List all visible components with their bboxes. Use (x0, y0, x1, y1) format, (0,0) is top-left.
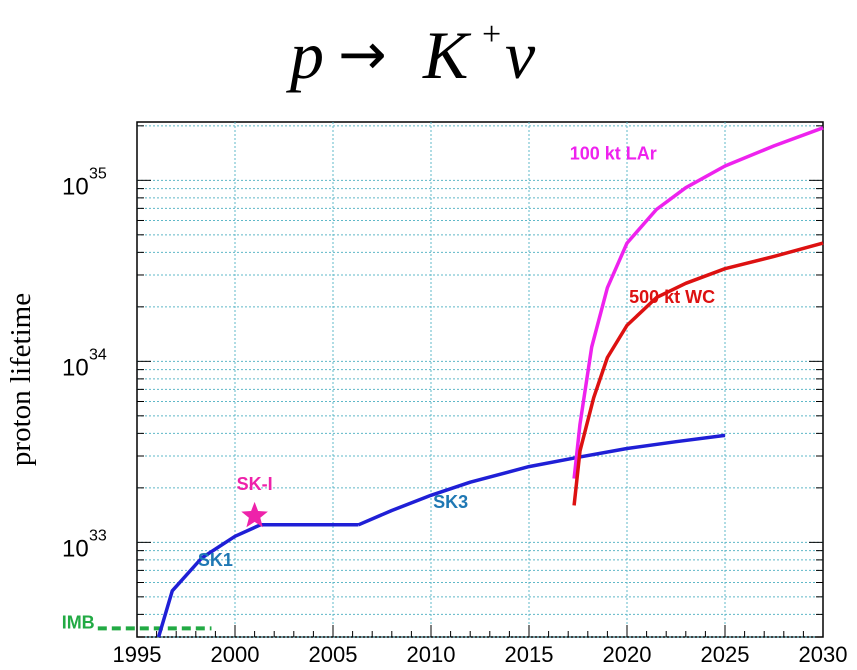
annotation-500-kt-wc: 500 kt WC (629, 287, 715, 307)
y-tick-label-base: 10 (62, 535, 89, 562)
x-tick-label: 2005 (309, 642, 358, 667)
series-line-sk1 (156, 523, 359, 638)
plot-frame (136, 121, 824, 638)
x-tick-label: 2020 (603, 642, 652, 667)
y-tick-label-exponent: 35 (89, 165, 107, 182)
series-line-100-kt-lar (572, 126, 824, 479)
title-arrow: → (338, 20, 387, 88)
x-tick-label: 2015 (505, 642, 554, 667)
y-tick-label-base: 10 (62, 173, 89, 200)
title-plus: + (482, 16, 501, 53)
x-tick-label: 1995 (113, 642, 162, 667)
annotation-sk-i: SK-I (237, 474, 273, 494)
y-axis-label: proton lifetime (5, 293, 37, 466)
title-nu: ν (505, 17, 536, 93)
sk-i-star-marker (241, 501, 268, 528)
annotation-100-kt-lar: 100 kt LAr (570, 144, 657, 164)
x-tick-label: 2000 (211, 642, 260, 667)
chart-title: p → K + ν (0, 0, 857, 110)
title-svg: p → K + ν (286, 16, 536, 93)
annotation-sk3: SK3 (433, 492, 468, 512)
series-line-500-kt-wc (572, 241, 824, 506)
series-line-sk3 (357, 433, 726, 527)
y-tick-label-exponent: 33 (89, 527, 107, 544)
title-p: p (286, 17, 324, 93)
x-tick-label: 2010 (407, 642, 456, 667)
annotation-imb: IMB (62, 612, 95, 632)
y-tick-label-base: 10 (62, 354, 89, 381)
annotation-sk1: SK1 (198, 550, 233, 570)
title-k: K (422, 17, 472, 93)
x-tick-label: 2025 (701, 642, 750, 667)
y-tick-label-exponent: 34 (89, 346, 107, 363)
x-tick-label: 2030 (799, 642, 848, 667)
